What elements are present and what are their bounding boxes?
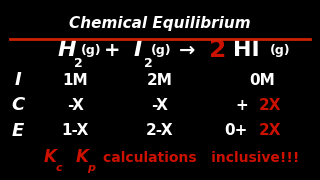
Text: Chemical Equilibrium: Chemical Equilibrium — [69, 16, 251, 31]
Text: 0M: 0M — [250, 73, 275, 88]
Text: c: c — [56, 163, 62, 173]
Text: +: + — [235, 98, 248, 113]
Text: 2: 2 — [144, 57, 153, 69]
Text: 1-X: 1-X — [61, 123, 89, 138]
Text: 2-X: 2-X — [146, 123, 174, 138]
Text: I: I — [14, 71, 21, 89]
Text: -X: -X — [67, 98, 84, 113]
Text: H: H — [58, 40, 76, 60]
Text: (g): (g) — [151, 44, 172, 57]
Text: K: K — [75, 148, 88, 166]
Text: →: → — [179, 41, 196, 60]
Text: 2M: 2M — [147, 73, 173, 88]
Text: 2: 2 — [74, 57, 83, 69]
Text: 2X: 2X — [259, 98, 282, 113]
Text: K: K — [43, 148, 56, 166]
Text: calculations   inclusive!!!: calculations inclusive!!! — [103, 150, 300, 165]
Text: -X: -X — [152, 98, 168, 113]
Text: C: C — [11, 96, 24, 114]
Text: HI: HI — [233, 40, 260, 60]
Text: E: E — [12, 122, 24, 140]
Text: 2X: 2X — [259, 123, 282, 138]
Text: 0+: 0+ — [225, 123, 248, 138]
Text: (g): (g) — [270, 44, 290, 57]
Text: (g): (g) — [81, 44, 101, 57]
Text: 2: 2 — [209, 38, 226, 62]
Text: p: p — [87, 163, 95, 173]
Text: +: + — [104, 41, 120, 60]
Text: I: I — [133, 40, 142, 60]
Text: 1M: 1M — [62, 73, 88, 88]
